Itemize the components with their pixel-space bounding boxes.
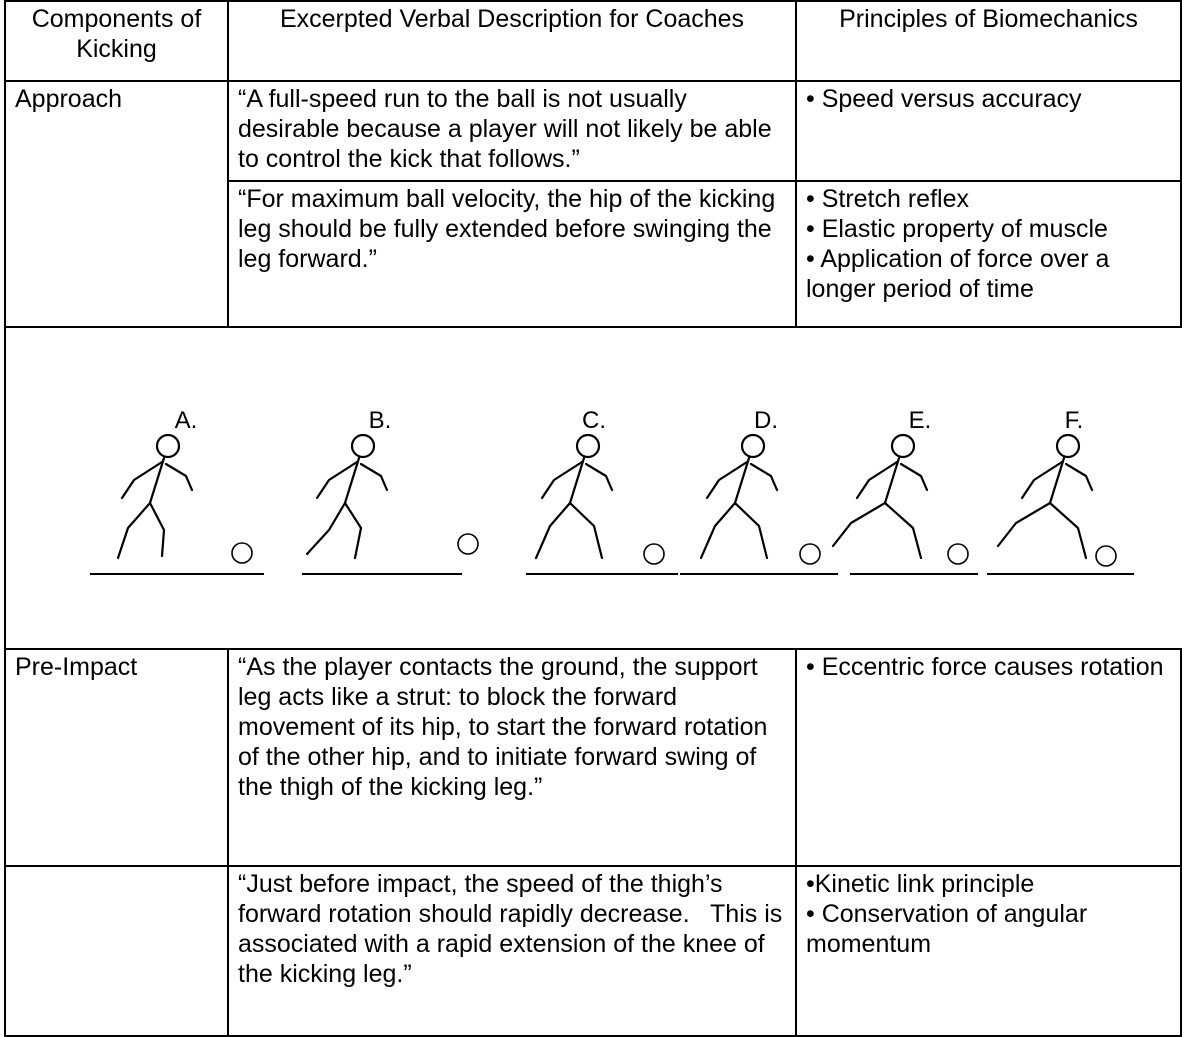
arm [855,460,899,500]
body [733,456,751,505]
arm [120,460,164,500]
principle: • Stretch reflex [806,185,969,213]
frame-label: A. [175,407,198,434]
frame-label: C. [582,407,606,434]
arm [540,460,584,500]
legs [996,501,1088,560]
arm [899,462,929,492]
legs [305,501,363,560]
principle: •Kinetic link principle [806,870,1035,898]
principle: • Application of force over a longer per… [806,245,1117,303]
header-cell: Excerpted Verbal Description for Coaches [227,0,797,82]
kick-sequence: A. B. C. D. E. F. [90,407,1134,575]
arm [749,462,779,492]
component: Pre-Impact [4,648,229,867]
ball [947,543,969,565]
ball [231,542,253,564]
arm [359,462,389,492]
principles: • Speed versus accuracy [795,80,1182,182]
legs [534,501,604,560]
row: “For maximum ball velocity, the hip of t… [5,180,1182,328]
ball [457,533,479,555]
header-cell: Principles of Biomechanics [795,0,1182,82]
principle: • Elastic property of muscle [806,215,1108,243]
frame-label: E. [909,407,932,434]
ball [643,543,665,565]
legs [831,501,923,560]
description: “Just before impact, the speed of the th… [227,865,797,1037]
figure-cell: A. B. C. D. E. F. [4,326,1181,650]
header-row: Components of Kicking Excerpted Verbal D… [4,0,1182,82]
description: “For maximum ball velocity, the hip of t… [227,180,797,328]
body [148,456,166,505]
principle: • Speed versus accuracy [806,85,1082,113]
principles: •Kinetic link principle • Conservation of… [795,865,1182,1037]
head [350,433,376,459]
ball [1095,545,1117,567]
row: “Just before impact, the speed of the th… [4,865,1182,1037]
legs [699,501,769,560]
arm [705,460,749,500]
header-cell: Components of Kicking [4,0,229,82]
legs [116,501,166,560]
description: “A full-speed run to the ball is not usu… [227,80,797,182]
principle: • Conservation of angular momentum [806,900,1095,958]
head [1055,433,1081,459]
body [1048,456,1066,505]
frame-label: D. [754,407,778,434]
body [343,456,361,505]
head [575,433,601,459]
arm [164,462,194,492]
frame-label: B. [369,407,392,434]
principles: • Stretch reflex • Elastic property of mu… [795,180,1182,328]
row: Pre-Impact “As the player contacts the g… [4,648,1182,867]
body [883,456,901,505]
description: “As the player contacts the ground, the … [227,648,797,867]
arm [1020,460,1064,500]
arm [315,460,359,500]
component: Approach [4,80,229,328]
principle: • Eccentric force causes rotation [806,653,1164,681]
component [4,865,229,1037]
page: Components of Kicking Excerpted Verbal D… [4,0,1182,1037]
arm [584,462,614,492]
row: Approach “A full-speed run to the ball i… [4,80,1182,328]
ball [799,543,821,565]
figure-row: A. B. C. D. E. F. [4,326,1181,650]
head [155,433,181,459]
head [890,433,916,459]
frame-label: F. [1065,407,1084,434]
head [740,433,766,459]
arm [1064,462,1094,492]
body [568,456,586,505]
principles: • Eccentric force causes rotation [795,648,1182,867]
kicking-table: Components of Kicking Excerpted Verbal D… [4,0,1182,1037]
